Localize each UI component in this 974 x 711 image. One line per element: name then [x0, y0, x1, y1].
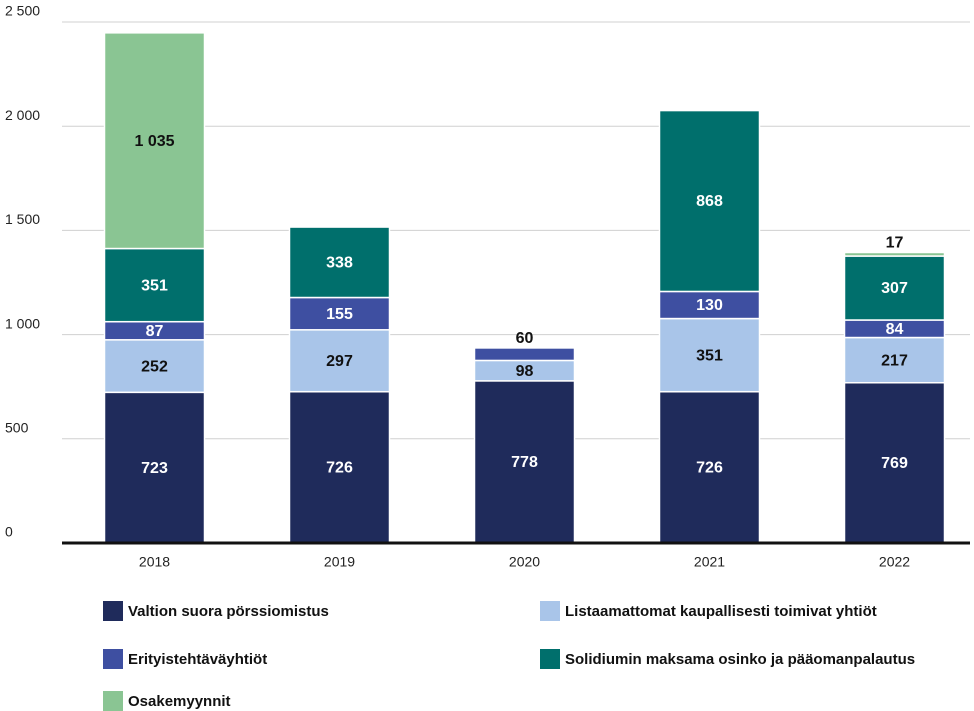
data-label: 726 [696, 460, 723, 477]
data-label: 351 [141, 277, 168, 294]
bar-segment [288, 390, 391, 544]
bar-segment [843, 251, 946, 257]
data-label: 87 [146, 323, 164, 340]
data-label: 252 [141, 358, 168, 375]
data-label: 778 [511, 454, 538, 471]
data-label: 155 [326, 306, 353, 323]
legend-swatch [103, 691, 123, 711]
x-tick-label: 2018 [139, 554, 170, 570]
y-tick-label: 2 500 [5, 3, 40, 19]
bar-segment [473, 347, 576, 362]
x-tick-label: 2021 [694, 554, 725, 570]
data-label: 726 [326, 460, 353, 477]
bar-segment [843, 255, 946, 321]
legend-label: Listaamattomat kaupallisesti toimivat yh… [565, 603, 877, 620]
data-label: 60 [516, 330, 534, 347]
bar-segment [103, 339, 206, 394]
data-label: 769 [881, 455, 908, 472]
data-label: 868 [696, 193, 723, 210]
legend-swatch [540, 601, 560, 621]
data-label: 17 [886, 235, 904, 252]
bar-segment [658, 317, 761, 393]
data-label: 723 [141, 460, 168, 477]
data-label: 297 [326, 353, 353, 370]
x-tick-label: 2020 [509, 554, 540, 570]
y-tick-label: 0 [5, 524, 13, 540]
data-label: 84 [886, 321, 904, 338]
data-label: 338 [326, 255, 353, 272]
bar-segment [843, 336, 946, 384]
bar-segment [288, 226, 391, 299]
bar-segment [103, 391, 206, 544]
legend-swatch [540, 649, 560, 669]
data-label: 307 [881, 280, 908, 297]
data-label: 217 [881, 352, 908, 369]
bar-segment [103, 32, 206, 250]
x-tick-label: 2019 [324, 554, 355, 570]
data-label: 130 [696, 297, 723, 314]
y-tick-label: 1 500 [5, 211, 40, 227]
y-tick-label: 1 000 [5, 315, 40, 331]
bar-segment [658, 390, 761, 544]
legend-swatch [103, 601, 123, 621]
x-tick-label: 2022 [879, 554, 910, 570]
data-label: 98 [516, 363, 534, 380]
data-label: 351 [696, 347, 723, 364]
legend-label: Valtion suora pörssiomistus [128, 603, 329, 620]
bar-segment [658, 109, 761, 293]
legend-label: Osakemyynnit [128, 693, 231, 710]
bar-segment [658, 290, 761, 320]
legend-label: Solidiumin maksama osinko ja pääomanpala… [565, 651, 915, 668]
y-tick-label: 2 000 [5, 107, 40, 123]
data-label: 1 035 [134, 133, 174, 150]
legend-label: Erityistehtäväyhtiöt [128, 651, 267, 668]
y-tick-label: 500 [5, 420, 29, 436]
bar-segment [103, 247, 206, 323]
legend-swatch [103, 649, 123, 669]
